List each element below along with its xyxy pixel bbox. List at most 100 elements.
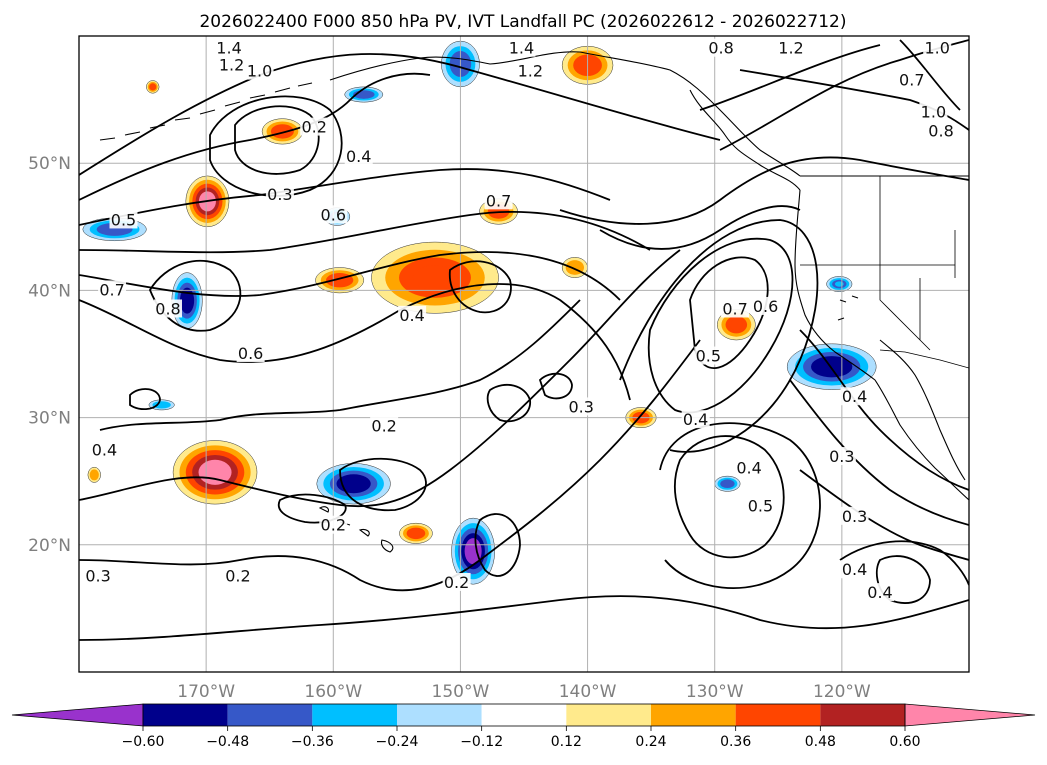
contour-line <box>79 595 969 641</box>
contour-line <box>619 219 819 453</box>
contour-label-text: 0.2 <box>321 516 346 535</box>
contour-line <box>839 540 969 586</box>
contour-label-background <box>507 38 536 57</box>
figure-title: 2026022400 F000 850 hPa PV, IVT Landfall… <box>199 12 846 32</box>
contour-label-background <box>245 61 274 80</box>
contour-label: 0.6 <box>319 205 348 224</box>
contour-label: 1.4 <box>507 38 536 58</box>
longitude-tick-label: 130°W <box>686 682 744 702</box>
contour-label: 0.4 <box>681 410 710 429</box>
contour-label-background <box>90 440 119 459</box>
colorbar-tick-label: −0.60 <box>122 734 165 750</box>
contour-label-background <box>370 416 399 435</box>
contour-line <box>129 388 161 411</box>
contour-label-text: 0.8 <box>155 299 180 318</box>
colorbar-segment <box>820 704 905 726</box>
contour-label: 0.3 <box>827 447 856 466</box>
contour-label: 0.2 <box>370 416 399 436</box>
pv-shade-level <box>204 464 226 481</box>
colorbar-tick-label: −0.12 <box>460 734 503 750</box>
contour-line <box>538 372 573 400</box>
baja-coast <box>879 339 966 481</box>
contour-line <box>339 457 427 512</box>
pv-shade-level <box>91 471 98 479</box>
colorbar-segment <box>566 704 651 726</box>
contour-label-text: 0.5 <box>696 347 721 366</box>
contour-label-background <box>827 447 856 466</box>
contour-line <box>79 251 621 301</box>
contour-label-text: 0.7 <box>899 71 924 90</box>
contour-label-text: 1.0 <box>924 39 949 58</box>
colorbar-segment <box>227 704 313 726</box>
pv-shade-level <box>729 319 743 331</box>
contour-label-background <box>98 280 127 299</box>
pv-shade-level <box>412 265 458 291</box>
contour-label: 1.0 <box>919 102 948 121</box>
contour-label-background <box>840 506 869 525</box>
contour-label-background <box>265 185 294 203</box>
contour-line <box>739 69 969 131</box>
longitude-tick-label: 150°W <box>432 682 490 702</box>
contour-label: 1.0 <box>923 38 952 58</box>
contour-label-text: 0.8 <box>708 39 733 58</box>
map-frame <box>78 35 970 673</box>
contour-line <box>789 379 969 526</box>
contour-line <box>79 53 721 176</box>
contour-label-background <box>223 566 252 585</box>
contour-label-text: 1.4 <box>216 39 241 58</box>
contour-label-text: 1.0 <box>921 102 946 121</box>
contour-label-text: 1.0 <box>247 62 272 81</box>
contour-label-text: 1.2 <box>219 55 244 74</box>
colorbar-segment <box>143 704 228 726</box>
contour-label-background <box>84 566 113 585</box>
contour-label-background <box>897 70 926 89</box>
contour-label: 0.5 <box>746 496 775 516</box>
longitude-tick-label: 160°W <box>304 682 362 702</box>
contour-line <box>599 205 801 250</box>
contour-label-background <box>154 299 182 318</box>
pv-shade-level <box>357 91 371 98</box>
contour-label-background <box>919 102 948 121</box>
us-west-coast <box>794 189 969 501</box>
contour-label: 0.4 <box>840 560 869 579</box>
pv-region <box>261 118 304 145</box>
contour-line <box>148 259 242 332</box>
contour-label-text: 0.7 <box>486 191 511 210</box>
contour-label: 0.6 <box>751 296 780 316</box>
contour-label: 0.7 <box>897 70 926 90</box>
colorbar-extend-lower <box>11 703 144 727</box>
contour-label-background <box>300 117 329 136</box>
contour-label-text: 0.4 <box>867 583 892 602</box>
contour-label: 0.4 <box>344 146 373 166</box>
pv-shading-layer <box>82 40 877 585</box>
contour-label-background <box>398 305 427 324</box>
contour-label: 0.8 <box>927 121 956 140</box>
contour-label-background <box>927 121 956 140</box>
contour-line <box>486 383 531 423</box>
pv-region <box>826 276 853 292</box>
colorbar-tick-label: −0.36 <box>291 734 334 750</box>
contour-label-background <box>866 583 894 602</box>
contour-label-text: 0.6 <box>321 205 346 224</box>
colorbar-segment <box>735 704 821 726</box>
colorbar-tick-label: −0.24 <box>376 734 419 750</box>
contour-label-background <box>215 38 244 57</box>
latitude-tick-label: 30°N <box>28 409 71 429</box>
contour-line <box>209 95 343 197</box>
colorbar-tick-label: 0.60 <box>889 734 920 750</box>
longitude-tick-label: 140°W <box>559 682 617 702</box>
contour-label: 0.8 <box>707 38 736 58</box>
pv-shade-level <box>343 477 365 490</box>
colorbar-tick-label: 0.48 <box>805 734 836 750</box>
contour-label-background <box>484 191 513 210</box>
pv-region <box>146 80 160 94</box>
contour-label-text: 0.4 <box>92 441 117 460</box>
colorbar-tick-label: 0.24 <box>635 734 666 750</box>
latitude-tick-label: 50°N <box>28 154 71 174</box>
contour-label-text: 0.6 <box>753 297 778 316</box>
alaska-coast <box>329 51 801 177</box>
contour-label-background <box>840 560 869 579</box>
colorbar-tick-label: 0.36 <box>720 734 751 750</box>
contour-label-text: 0.7 <box>99 280 124 299</box>
